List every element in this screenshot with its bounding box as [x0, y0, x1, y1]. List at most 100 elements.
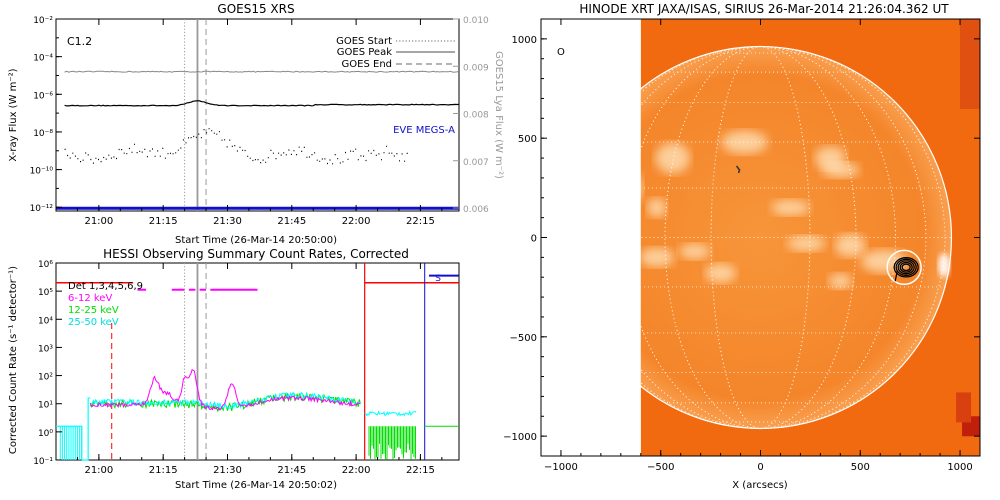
goes-long-channel-line	[64, 100, 460, 107]
goes-x-tick-label: 21:45	[277, 216, 306, 227]
goes-x-tick-label: 22:15	[406, 216, 435, 227]
xrt-bright-region	[821, 162, 860, 178]
xrt-flare-circle	[886, 249, 922, 286]
goes-eve-label: EVE MEGS-A	[393, 125, 455, 136]
hessi-legend-12-25: 12-25 keV	[68, 305, 119, 316]
hessi-ylabel: Corrected Count Rate (s⁻¹ detector⁻¹)	[8, 266, 19, 454]
hessi-x-tick-label: 22:00	[342, 465, 371, 476]
hessi-x-tick-label: 21:15	[149, 465, 178, 476]
goes-ylabel: X-ray Flux (W m⁻²)	[8, 68, 19, 161]
goes-y-tick-label: 10⁻⁴	[33, 54, 53, 64]
xrt-x-tick-label: −1000	[544, 462, 578, 473]
hessi-x-tick-label: 21:45	[277, 465, 306, 476]
goes-y-tick-label: 10⁻²	[33, 16, 53, 26]
xrt-bright-region	[655, 142, 691, 174]
hessi-panel: HESSI Observing Summary Count Rates, Cor…	[8, 247, 460, 491]
goes-y2-tick-label: 0.009	[463, 63, 489, 73]
goes-y-tick-label: 10⁻¹²	[30, 204, 54, 214]
xrt-title: HINODE XRT JAXA/ISAS, SIRIUS 26-Mar-2014…	[579, 2, 949, 16]
hessi-xlabel: Start Time (26-Mar-14 20:50:02)	[175, 480, 337, 491]
hessi-y-tick-label: 10⁰	[38, 429, 53, 439]
hessi-x-tick-label: 22:15	[406, 465, 435, 476]
xrt-x-tick-label: −500	[647, 462, 674, 473]
hessi-cyan-pre-bars	[59, 426, 83, 460]
hessi-y-tick-label: 10¹	[38, 401, 53, 411]
xrt-x-tick-label: 0	[757, 462, 763, 473]
xrt-no-data	[541, 19, 641, 456]
goes-x-tick-label: 21:15	[149, 216, 178, 227]
hessi-data-layer	[56, 263, 459, 461]
hessi-legend-detectors: Det 1,3,4,5,6,9	[68, 281, 143, 292]
hessi-y-tick-label: 10⁴	[38, 316, 53, 326]
goes-panel: GOES15 XRS 21:00 21:15 21:30 21:45 22:00 22:1…	[8, 2, 504, 246]
xrt-y-tick-label: 500	[518, 134, 537, 145]
goes-y2label: GOES15 Lya Flux (W m⁻²)	[493, 51, 504, 179]
hessi-y-tick-label: 10²	[38, 373, 53, 383]
xrt-dark-patch	[960, 19, 980, 109]
xrt-xlabel: X (arcsecs)	[732, 480, 788, 491]
xrt-bright-region	[828, 273, 852, 289]
xrt-bright-region	[647, 198, 667, 218]
hessi-legend: Det 1,3,4,5,6,9 6-12 keV 12-25 keV 25-50…	[68, 281, 143, 328]
hessi-axes: 21:00 21:15 21:30 21:45 22:00 22:15 10⁶ 10⁵ 10⁴ 1…	[33, 260, 443, 476]
xrt-x-tick-label: 1000	[947, 462, 972, 473]
xrt-dark-feature	[735, 165, 741, 174]
goes-legend-start-label: GOES Start	[336, 36, 392, 47]
hessi-legend-25-50: 25-50 keV	[68, 317, 119, 328]
hessi-legend-6-12: 6-12 keV	[68, 293, 112, 304]
hessi-s-label: S	[435, 274, 441, 284]
goes-class-label: C1.2	[67, 35, 92, 48]
goes-y2-tick-label: 0.006	[463, 205, 489, 215]
goes-x-tick-label: 21:30	[213, 216, 242, 227]
hessi-cyan-rise	[81, 397, 91, 461]
goes-axes: 21:00 21:15 21:30 21:45 22:00 22:15 10⁻² 10⁻⁴ 10…	[30, 16, 489, 227]
goes-y2-tick-label: 0.007	[463, 158, 489, 168]
xrt-flare-contour	[894, 271, 898, 282]
goes-y-tick-label: 10⁻¹⁰	[30, 167, 54, 177]
xrt-bright-region	[721, 130, 768, 154]
goes-y-tick-label: 10⁻⁶	[33, 91, 53, 101]
hessi-y-tick-label: 10³	[38, 344, 53, 354]
goes-data-layer	[56, 19, 460, 211]
hessi-plot-frame	[55, 262, 460, 461]
xrt-bright-region	[679, 243, 711, 260]
xrt-x-tick-label: 500	[851, 462, 870, 473]
hessi-series-6-12	[89, 368, 361, 411]
goes-title: GOES15 XRS	[217, 2, 294, 16]
goes-x-tick-label: 22:00	[342, 216, 371, 227]
xrt-bright-region	[834, 233, 866, 257]
hessi-y-tick-label: 10⁻¹	[33, 457, 53, 467]
hessi-series-25-50	[89, 391, 361, 410]
xrt-limb-brightening	[938, 253, 951, 278]
xrt-dark-patch	[956, 392, 972, 423]
goes-legend-peak-label: GOES Peak	[337, 47, 392, 58]
hessi-y-tick-label: 10⁶	[38, 260, 53, 270]
goes-short-channel-line	[64, 70, 460, 73]
goes-legend-end-label: GOES End	[342, 59, 392, 70]
goes-y2-tick-label: 0.010	[463, 16, 489, 26]
xrt-panel: HINODE XRT JAXA/ISAS, SIRIUS 26-Mar-2014…	[503, 2, 981, 491]
xrt-flare-contour	[893, 257, 919, 278]
xrt-axes: −1000 −500 0 500 1000 1000 500 0 −500 −1000	[503, 19, 980, 473]
hessi-x-tick-label: 21:30	[213, 465, 242, 476]
xrt-grid-longitude	[625, 46, 896, 429]
xrt-image	[541, 19, 980, 456]
goes-eve-dotted-trace	[64, 128, 408, 165]
xrt-flare-contour	[897, 260, 915, 275]
goes-x-tick-label: 21:00	[84, 216, 113, 227]
xrt-bright-region	[787, 235, 826, 252]
xrt-y-tick-label: −500	[510, 333, 537, 344]
xrt-bright-region	[771, 200, 810, 216]
xrt-flare-contour	[901, 263, 911, 272]
xrt-y-tick-label: −1000	[503, 432, 537, 443]
hessi-green-spikes	[368, 426, 416, 460]
hessi-cyan-post-night	[364, 409, 417, 417]
xrt-corner-label: O	[557, 47, 565, 58]
goes-y2-tick-label: 0.008	[463, 111, 489, 121]
goes-xlabel: Start Time (26-Mar-14 20:50:00)	[175, 235, 337, 246]
xrt-y-tick-label: 0	[531, 234, 537, 245]
xrt-bright-region	[639, 247, 675, 267]
goes-plot-frame	[55, 18, 460, 212]
xrt-grid-longitude	[664, 46, 857, 429]
xrt-y-tick-label: 1000	[512, 35, 537, 46]
